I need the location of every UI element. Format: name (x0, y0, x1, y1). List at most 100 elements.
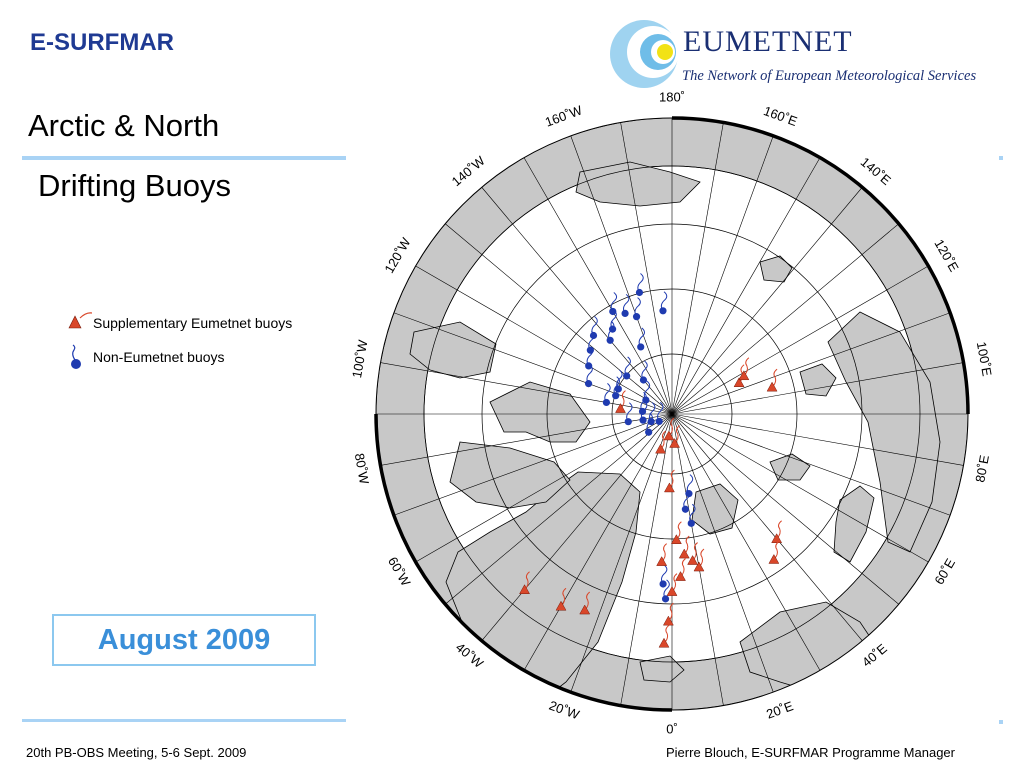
meridian-line (570, 413, 673, 693)
buoy-track (620, 390, 626, 409)
buoy-track (613, 376, 620, 396)
footer-meeting: 20th PB-OBS Meeting, 5-6 Sept. 2009 (26, 745, 247, 760)
eumetnet-buoy (663, 482, 675, 493)
buoy-track (683, 489, 690, 510)
eumetnet-buoys (519, 357, 783, 648)
non-eumetnet-buoy (609, 307, 617, 316)
buoy-track (622, 294, 630, 314)
meridian-line (671, 265, 929, 415)
meridian-line (620, 413, 673, 706)
non-eumetnet-buoy (624, 418, 632, 426)
longitude-label: 160˚W (543, 102, 585, 129)
non-eumetnet-buoy (585, 362, 593, 370)
non-eumetnet-buoy (606, 336, 614, 344)
org-title: E-SURFMAR (30, 29, 174, 56)
non-eumetnet-buoy (639, 376, 648, 384)
longitude-label: 40˚W (453, 640, 487, 672)
meridian-line (671, 135, 774, 415)
non-eumetnet-buoy (584, 380, 593, 388)
slide-title: Arctic & North (28, 108, 220, 143)
buoy-track (610, 309, 617, 330)
buoy-track (637, 273, 644, 293)
eumetnet-buoy (519, 584, 530, 594)
eumetnet-buoy (579, 604, 591, 615)
divider-dot (999, 156, 1003, 160)
buoy-track (643, 380, 651, 401)
buoy-track (776, 520, 782, 540)
non-eumetnet-buoy (659, 307, 667, 315)
eumetnet-buoy (669, 437, 681, 448)
meridian-line (671, 312, 951, 415)
longitude-label: 60˚E (931, 556, 958, 588)
buoy-track (669, 469, 675, 489)
buoy-track (698, 548, 705, 568)
non-eumetnet-buoy (589, 331, 598, 340)
legend-label-eumetnet: Supplementary Eumetnet buoys (93, 315, 293, 331)
buoy-track (773, 541, 780, 560)
eumetnet-buoy (555, 600, 567, 611)
buoy-track (676, 521, 682, 541)
meridian-line (671, 413, 821, 671)
logo-tagline: The Network of European Meteorological S… (682, 68, 977, 84)
buoy-track (657, 402, 664, 422)
meridian-line (481, 413, 673, 641)
buoy-track (524, 571, 530, 591)
arctic-polar-map: 180˚ 160˚E 140˚E 120˚E 100˚E 80˚E 60˚E 40˚E 20˚E… (349, 89, 995, 736)
eumetnet-buoy (766, 381, 778, 392)
non-eumetnet-buoy (623, 372, 631, 380)
longitude-label: 100˚W (349, 338, 371, 379)
eumetnet-buoy (733, 377, 745, 387)
buoy-track (646, 412, 653, 433)
longitude-label: 120˚W (381, 235, 413, 276)
buoy-track (660, 564, 668, 585)
eumetnet-buoy (658, 637, 670, 648)
meridian-line (380, 413, 673, 466)
buoy-track (641, 360, 648, 381)
non-eumetnet-buoy (635, 288, 644, 297)
eumetnet-buoy (687, 555, 699, 565)
buoy-track (683, 535, 690, 555)
date-label: August 2009 (97, 624, 271, 656)
meridian-line (393, 413, 673, 516)
logo-name: EUMETNET (683, 25, 853, 58)
meridian-line (671, 157, 821, 415)
longitude-label: 0˚ (666, 721, 678, 736)
buoy-track (671, 573, 678, 592)
buoy-track (610, 292, 618, 312)
buoy-track (626, 402, 633, 422)
buoy-track (660, 291, 668, 312)
buoy-track (624, 356, 631, 377)
buoy-track (771, 368, 778, 388)
buoy-track (743, 357, 750, 377)
meridian-line (415, 413, 673, 563)
eumetnet-buoy (771, 533, 783, 543)
meridian-line (671, 413, 774, 693)
meridian-line (671, 413, 724, 706)
legend-label-non-eumetnet: Non-Eumetnet buoys (93, 349, 225, 365)
buoy-track (588, 330, 595, 351)
buoy-track (661, 543, 667, 562)
meridian-line (671, 413, 929, 563)
footer-author: Pierre Blouch, E-SURFMAR Programme Manag… (666, 745, 955, 760)
eumetnet-globe-icon (610, 20, 679, 88)
longitude-label: 140˚W (449, 153, 489, 190)
longitude-label: 40˚E (859, 640, 890, 669)
non-eumetnet-buoy (659, 580, 667, 588)
non-eumetnet-buoy (642, 396, 650, 404)
buoy-track (649, 402, 656, 422)
buoy-track (680, 558, 686, 577)
eumetnet-buoy (666, 586, 678, 596)
longitude-label: 20˚W (547, 698, 582, 723)
meridian-line (671, 187, 863, 415)
buoy-track (663, 624, 670, 644)
longitude-label: 140˚E (858, 154, 894, 188)
buoy-track (668, 417, 675, 437)
meridian-line (671, 413, 964, 466)
eumetnet-buoy (678, 548, 690, 559)
land-masses (376, 118, 968, 710)
non-eumetnet-buoy (637, 343, 645, 351)
meridian-line (445, 413, 673, 605)
meridian-line (415, 265, 673, 415)
buoy-track (586, 346, 593, 367)
buoy-track (638, 327, 645, 348)
